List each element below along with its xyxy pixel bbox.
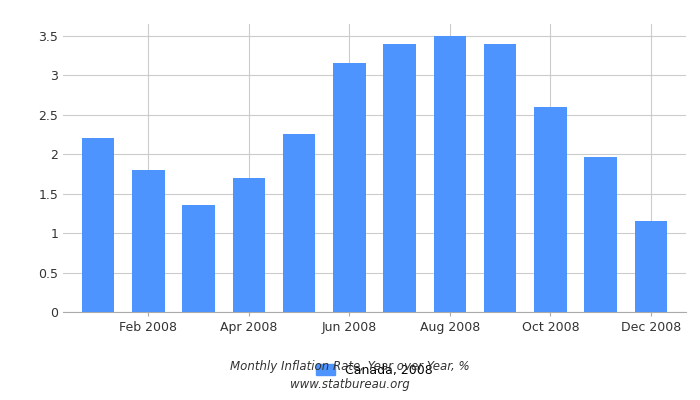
Text: www.statbureau.org: www.statbureau.org bbox=[290, 378, 410, 391]
Bar bbox=[584, 156, 617, 312]
Bar bbox=[634, 221, 667, 312]
Bar bbox=[534, 107, 567, 312]
Bar bbox=[232, 178, 265, 312]
Bar bbox=[384, 44, 416, 312]
Bar bbox=[484, 44, 517, 312]
Bar bbox=[433, 36, 466, 312]
Bar bbox=[182, 206, 215, 312]
Bar bbox=[82, 138, 115, 312]
Bar bbox=[333, 64, 365, 312]
Bar bbox=[283, 134, 316, 312]
Legend: Canada, 2008: Canada, 2008 bbox=[312, 358, 438, 382]
Text: Monthly Inflation Rate, Year over Year, %: Monthly Inflation Rate, Year over Year, … bbox=[230, 360, 470, 373]
Bar bbox=[132, 170, 164, 312]
